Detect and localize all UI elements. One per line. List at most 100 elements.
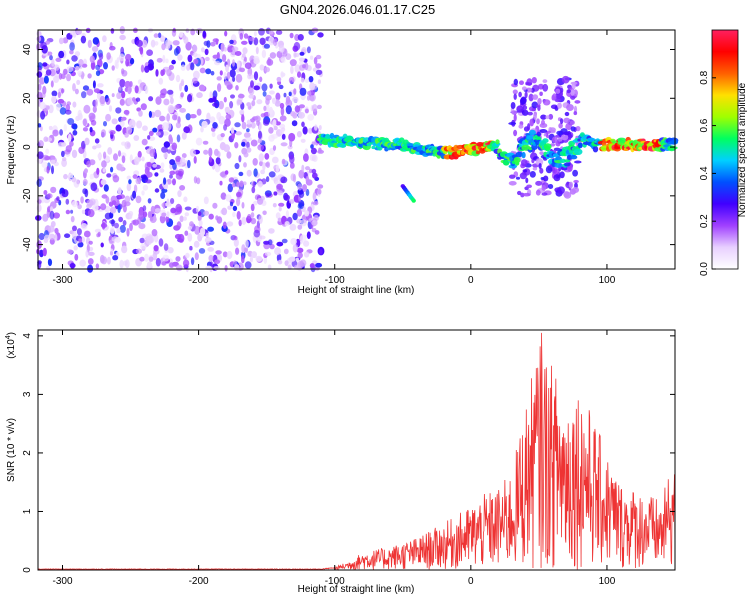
burst-cell	[541, 119, 545, 126]
y-tick-label: 2	[22, 450, 33, 456]
noise-cell	[242, 47, 248, 55]
noise-cell	[63, 68, 68, 75]
signal-cell	[513, 156, 521, 164]
noise-cell	[112, 255, 119, 261]
burst-cell	[524, 91, 528, 99]
noise-cell	[45, 265, 51, 271]
burst-cell	[552, 93, 557, 100]
noise-cell	[134, 156, 140, 166]
noise-cell	[264, 251, 272, 257]
noise-cell	[207, 226, 215, 232]
noise-cell	[59, 129, 63, 136]
noise-cell	[278, 45, 285, 53]
noise-cell	[153, 33, 159, 38]
noise-cell	[223, 72, 227, 80]
noise-cell	[275, 212, 281, 220]
burst-cell	[535, 180, 543, 186]
noise-cell	[82, 85, 90, 91]
noise-cell	[232, 59, 235, 67]
noise-cell	[296, 208, 302, 217]
noise-cell	[166, 211, 170, 218]
noise-cell	[187, 54, 193, 63]
noise-cell	[126, 183, 132, 192]
noise-cell	[118, 53, 125, 62]
noise-cell	[246, 169, 252, 177]
noise-cell	[118, 194, 125, 200]
noise-cell	[101, 160, 107, 168]
noise-cell	[217, 151, 221, 158]
burst-cell	[517, 190, 522, 196]
noise-cell	[246, 128, 250, 133]
noise-cell	[318, 125, 322, 131]
noise-cell	[193, 240, 200, 248]
noise-cell	[179, 107, 187, 113]
noise-cell	[255, 255, 263, 262]
burst-cell	[508, 122, 517, 125]
noise-cell	[210, 261, 214, 268]
noise-cell	[147, 211, 153, 219]
noise-cell	[206, 112, 211, 122]
noise-cell	[175, 121, 181, 129]
noise-cell	[166, 113, 170, 122]
noise-cell	[301, 164, 305, 172]
noise-cell	[121, 90, 126, 99]
noise-cell	[136, 120, 143, 129]
noise-cell	[87, 73, 92, 79]
noise-cell	[106, 256, 111, 265]
noise-cell	[238, 155, 242, 163]
noise-cell	[265, 176, 270, 183]
noise-cell	[141, 190, 145, 196]
noise-cell	[167, 89, 174, 95]
noise-cell	[272, 145, 277, 151]
signal-cell	[426, 152, 434, 156]
noise-cell	[192, 77, 198, 84]
noise-cell	[152, 163, 158, 168]
noise-cell	[155, 96, 162, 105]
y-tick-label: 0	[22, 567, 33, 573]
noise-cell	[306, 46, 311, 54]
noise-cell	[272, 203, 277, 208]
noise-cell	[161, 212, 167, 218]
noise-cell	[288, 91, 292, 97]
noise-cell	[276, 76, 282, 82]
noise-cell	[281, 158, 286, 165]
noise-cell	[180, 64, 186, 71]
noise-cell	[198, 248, 206, 254]
noise-cell	[61, 150, 65, 158]
noise-cell	[224, 106, 230, 113]
noise-cell	[193, 58, 199, 65]
burst-cell	[541, 192, 548, 196]
noise-cell	[90, 119, 97, 126]
noise-cell	[249, 256, 253, 263]
noise-cell	[225, 114, 232, 120]
noise-cell	[210, 70, 215, 76]
noise-cell	[257, 180, 263, 188]
noise-cell	[204, 237, 212, 244]
noise-cell	[64, 233, 71, 238]
x-tick-label: 100	[599, 275, 616, 286]
burst-cell	[548, 113, 554, 120]
noise-cell	[158, 77, 164, 85]
noise-cell	[125, 53, 132, 62]
noise-cell	[304, 108, 309, 114]
noise-cell	[154, 172, 159, 177]
noise-cell	[317, 188, 322, 195]
noise-cell	[252, 158, 258, 166]
burst-cell	[538, 163, 542, 169]
noise-cell	[284, 260, 289, 266]
noise-cell	[45, 148, 50, 155]
noise-cell	[57, 91, 62, 99]
noise-cell	[309, 263, 315, 269]
noise-cell	[139, 237, 145, 244]
noise-cell	[115, 124, 122, 132]
noise-cell	[262, 162, 266, 171]
noise-cell	[147, 135, 151, 140]
burst-cell	[554, 168, 560, 176]
noise-cell	[231, 46, 239, 52]
noise-cell	[148, 256, 154, 263]
noise-cell	[235, 131, 242, 136]
noise-cell	[66, 73, 71, 82]
noise-cell	[107, 147, 113, 155]
noise-cell	[276, 183, 283, 190]
noise-cell	[142, 184, 149, 191]
